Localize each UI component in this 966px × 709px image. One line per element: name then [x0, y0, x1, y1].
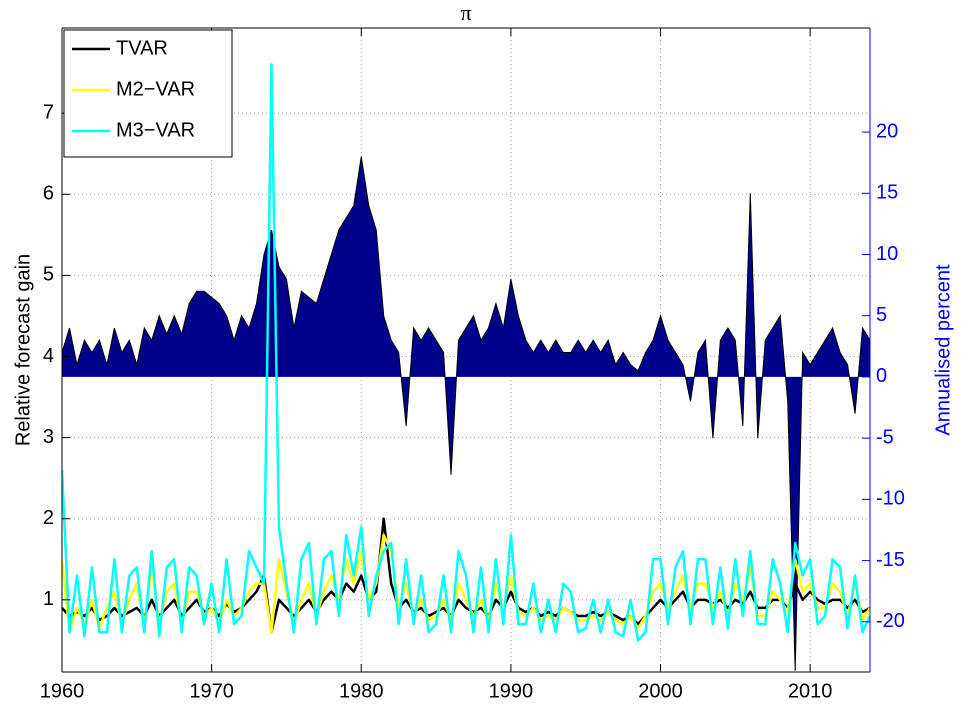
y2-tick-label: -15	[876, 549, 905, 571]
y2-tick-label: 5	[876, 304, 887, 326]
y2-tick-label: 0	[876, 365, 887, 387]
legend-box	[63, 29, 233, 158]
y2-tick-label: 15	[876, 182, 898, 204]
y2-axis-label: Annualised percent	[932, 264, 954, 436]
y-axis-label: Relative forecast gain	[12, 254, 34, 446]
x-tick-label: 1980	[339, 680, 384, 702]
x-tick-label: 1990	[489, 680, 534, 702]
y-tick-label: 5	[43, 264, 54, 286]
line	[62, 533, 870, 634]
y-tick-label: 7	[43, 101, 54, 123]
y2-tick-label: -5	[876, 426, 894, 448]
y2-tick-label: -20	[876, 610, 905, 632]
y-tick-label: 2	[43, 507, 54, 529]
y-tick-label: 6	[43, 183, 54, 205]
line	[62, 517, 870, 634]
chart-title: π	[460, 0, 471, 25]
x-tick-label: 1970	[189, 680, 234, 702]
legend-label: TVAR	[116, 37, 168, 59]
x-tick-label: 2010	[788, 680, 833, 702]
y2-tick-label: -10	[876, 488, 905, 510]
legend-label: M3−VAR	[116, 119, 195, 141]
y-tick-label: 4	[43, 345, 54, 367]
line	[62, 63, 870, 642]
y2-tick-label: 20	[876, 120, 898, 142]
y-tick-label: 3	[43, 426, 54, 448]
legend-label: M2−VAR	[116, 78, 195, 100]
axes: 1960 1970 1980 1990 2000 20101234567-20-15-10…	[40, 27, 905, 702]
y-tick-label: 1	[43, 588, 54, 610]
area	[62, 156, 870, 671]
plot-area	[62, 63, 870, 671]
x-tick-label: 2000	[638, 680, 683, 702]
area-edge	[62, 156, 870, 671]
y2-tick-label: 10	[876, 243, 898, 265]
legend: TVAR M2−VAR M3−VAR	[63, 29, 233, 158]
x-tick-label: 1960	[40, 680, 85, 702]
